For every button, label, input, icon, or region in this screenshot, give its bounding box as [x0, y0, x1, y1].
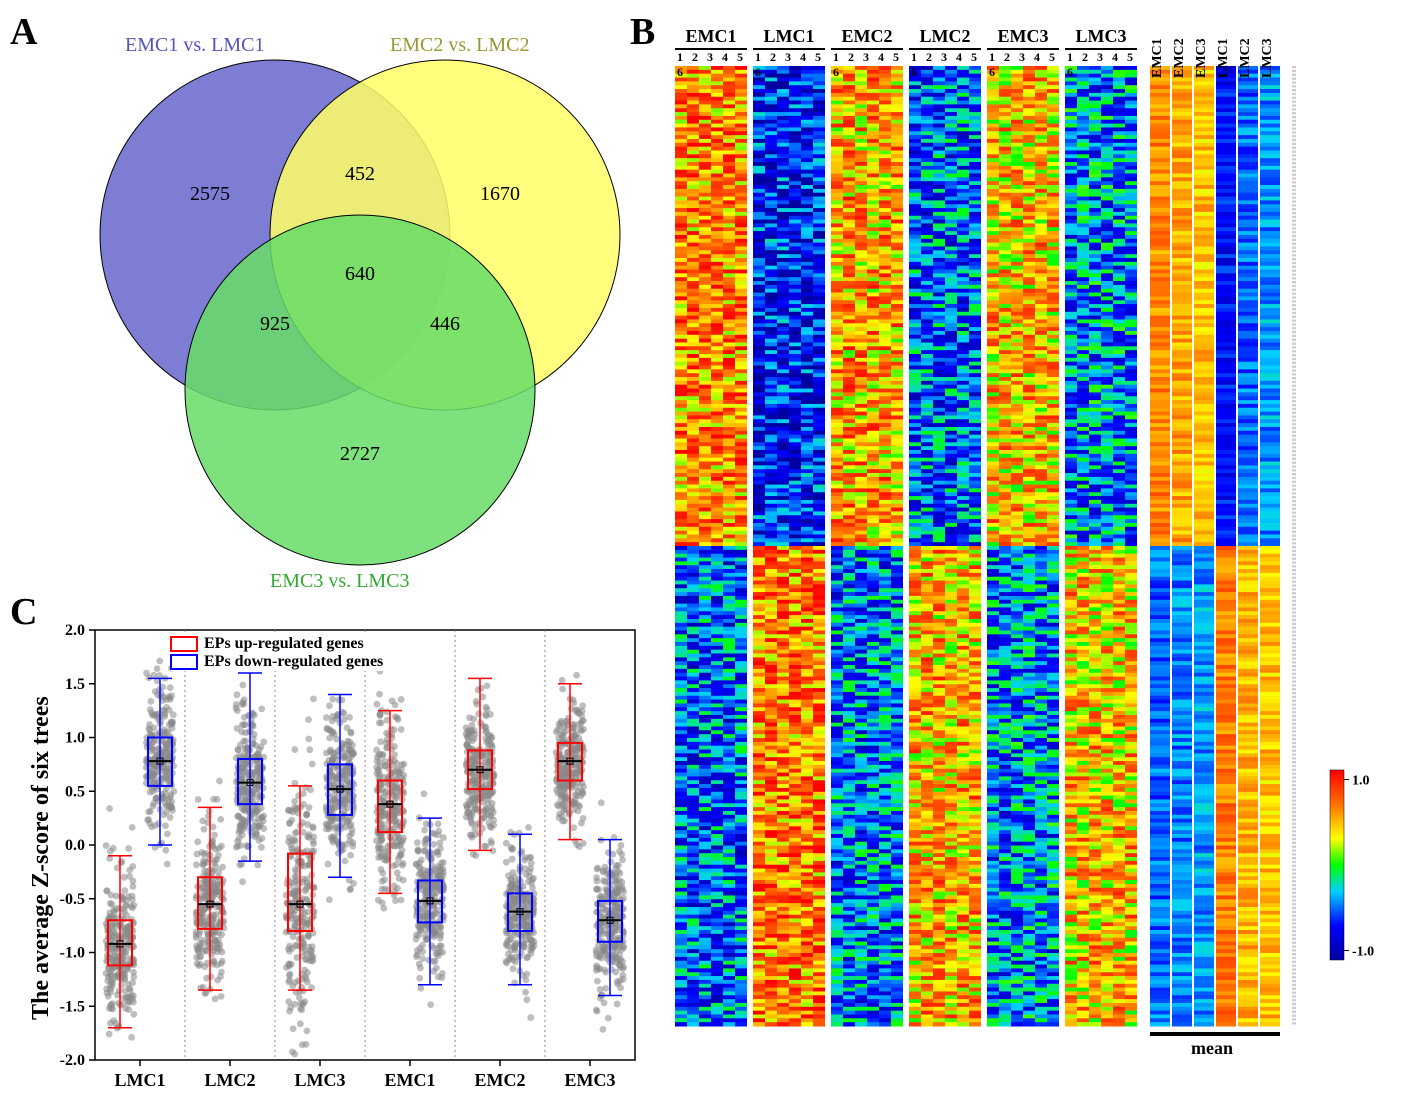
legend-down-swatch [170, 654, 198, 670]
heatmap-subcols: 1 2 3 4 5 6 [1067, 50, 1139, 80]
heatmap-mean-label: LMC3 [1260, 38, 1276, 78]
heatmap-subcols: 1 2 3 4 5 6 [911, 50, 983, 80]
figure: A EMC1 vs. LMC1 EMC2 vs. LMC2 EMC3 vs. L… [10, 10, 1408, 1090]
legend-up-swatch [170, 636, 198, 652]
svg-text:1.5: 1.5 [65, 676, 85, 693]
legend-down-label: EPs down-regulated genes [204, 653, 383, 671]
svg-text:EMC3: EMC3 [565, 1070, 616, 1090]
heatmap-group-label: LMC2 [915, 26, 975, 47]
mean-label: mean [1191, 1038, 1233, 1059]
heatmap-group-label: LMC1 [759, 26, 819, 47]
svg-text:-1.5: -1.5 [60, 998, 85, 1015]
heatmap-mean-label: EMC2 [1172, 38, 1188, 78]
heatmap-subcols: 1 2 3 4 5 6 [989, 50, 1061, 80]
svg-text:-0.5: -0.5 [60, 891, 85, 908]
heatmap: 1.0-1.0 [650, 10, 1410, 1085]
heatmap-group-label: EMC3 [993, 26, 1053, 47]
heatmap-group-label: EMC1 [681, 26, 741, 47]
svg-text:EMC2: EMC2 [475, 1070, 526, 1090]
svg-text:EMC1: EMC1 [385, 1070, 436, 1090]
legend-up-label: EPs up-regulated genes [204, 635, 364, 653]
svg-text:LMC3: LMC3 [295, 1070, 346, 1090]
heatmap-subcols: 1 2 3 4 5 6 [677, 50, 749, 80]
svg-text:LMC1: LMC1 [115, 1070, 166, 1090]
heatmap-mean-label: EMC3 [1194, 38, 1210, 78]
heatmap-subcols: 1 2 3 4 5 6 [755, 50, 827, 80]
heatmap-subcols: 1 2 3 4 5 6 [833, 50, 905, 80]
svg-text:LMC2: LMC2 [205, 1070, 256, 1090]
legend-up: EPs up-regulated genes [170, 635, 383, 653]
panel-c-legend: EPs up-regulated genes EPs down-regulate… [170, 635, 383, 671]
svg-text:2.0: 2.0 [65, 622, 85, 639]
svg-text:-2.0: -2.0 [60, 1052, 85, 1069]
heatmap-mean-label: LMC2 [1238, 38, 1254, 78]
heatmap-mean-label: LMC1 [1216, 38, 1232, 78]
svg-text:-1.0: -1.0 [60, 945, 85, 962]
boxplot: -2.0 -1.5 -1.0 -0.5 0.0 0.5 1.0 1.5 2.0 LMC1 LMC2 L… [10, 10, 655, 1110]
svg-text:1.0: 1.0 [65, 730, 85, 747]
heatmap-group-label: EMC2 [837, 26, 897, 47]
mean-underline [1150, 1032, 1280, 1036]
heatmap-group-label: LMC3 [1071, 26, 1131, 47]
heatmap-mean-label: EMC1 [1150, 38, 1166, 78]
legend-down: EPs down-regulated genes [170, 653, 383, 671]
svg-text:0.0: 0.0 [65, 837, 85, 854]
svg-text:0.5: 0.5 [65, 783, 85, 800]
